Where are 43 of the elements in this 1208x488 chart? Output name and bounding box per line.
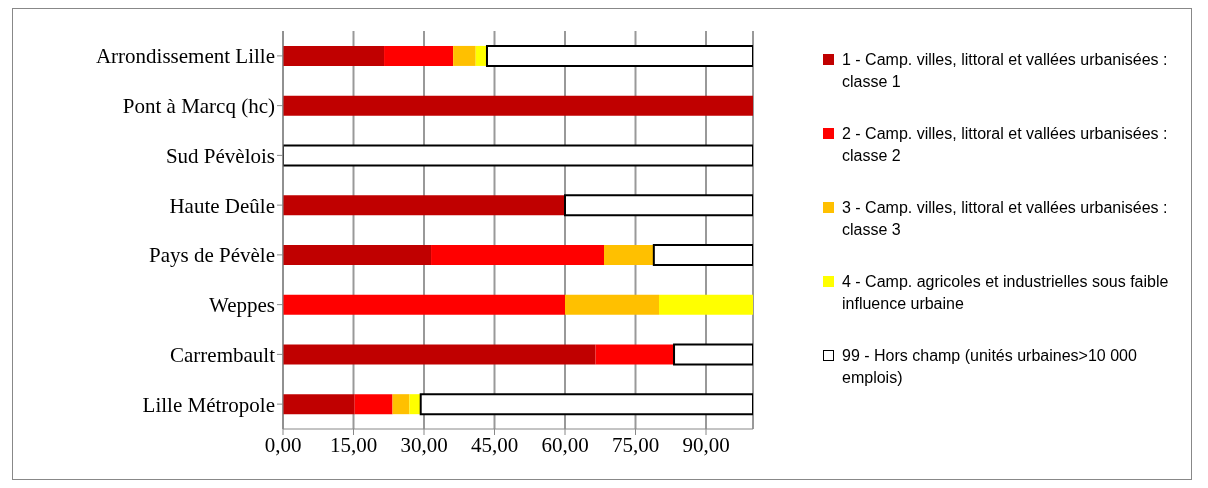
legend-label: 2 - Camp. villes, littoral et vallées urbanisées : classe 2: [842, 124, 1169, 166]
y-tick-label: Sud Pévèlois: [165, 143, 275, 168]
bar: [673, 343, 753, 366]
bar: [283, 144, 753, 167]
bar: [453, 45, 476, 66]
bar: [604, 244, 654, 265]
bar: [595, 344, 675, 365]
bar: [652, 243, 753, 266]
bar: [392, 394, 410, 415]
bar: [409, 394, 421, 415]
bar: [283, 394, 355, 415]
bar: [354, 394, 393, 415]
legend-label: 1 - Camp. villes, littoral et vallées urbanisées : classe 1: [842, 50, 1169, 92]
y-tick-label: Haute Deûle: [169, 193, 275, 218]
bar: [384, 45, 454, 66]
x-tick-label: 75,00: [611, 432, 660, 457]
x-tick-label: 0,00: [264, 432, 302, 457]
legend-label: 3 - Camp. villes, littoral et vallées urbanisées : classe 3: [842, 198, 1169, 240]
x-tick-label: 45,00: [470, 432, 519, 457]
bar: [283, 294, 565, 315]
bar: [431, 244, 605, 265]
bar: [283, 45, 385, 66]
bar: [565, 294, 659, 315]
bar: [564, 194, 753, 217]
bar: [659, 294, 753, 315]
bar: [283, 244, 432, 265]
y-tick-label: Carrembault: [170, 342, 276, 367]
legend-label: 4 - Camp. agricoles et industrielles sous faible influence urbaine: [842, 272, 1170, 314]
bar: [283, 195, 565, 216]
x-tick-label: 30,00: [400, 432, 448, 457]
bar: [283, 95, 753, 116]
legend-label: 99 - Hors champ (unités urbaines>10 000 emplois): [842, 346, 1138, 388]
bar: [419, 393, 753, 416]
x-tick-label: 60,00: [541, 432, 589, 457]
y-tick-label: Weppes: [209, 293, 275, 318]
y-tick-label: Pays de Pévèle: [149, 243, 275, 268]
x-tick-label: 90,00: [682, 432, 730, 457]
y-tick-label: Arrondissement Lille: [95, 44, 275, 69]
y-tick-label: Lille Métropole: [142, 392, 275, 417]
bar: [485, 44, 753, 67]
y-tick-label: Pont à Marcq (hc): [122, 94, 275, 119]
x-tick-label: 15,00: [329, 432, 378, 457]
bar: [283, 344, 596, 365]
